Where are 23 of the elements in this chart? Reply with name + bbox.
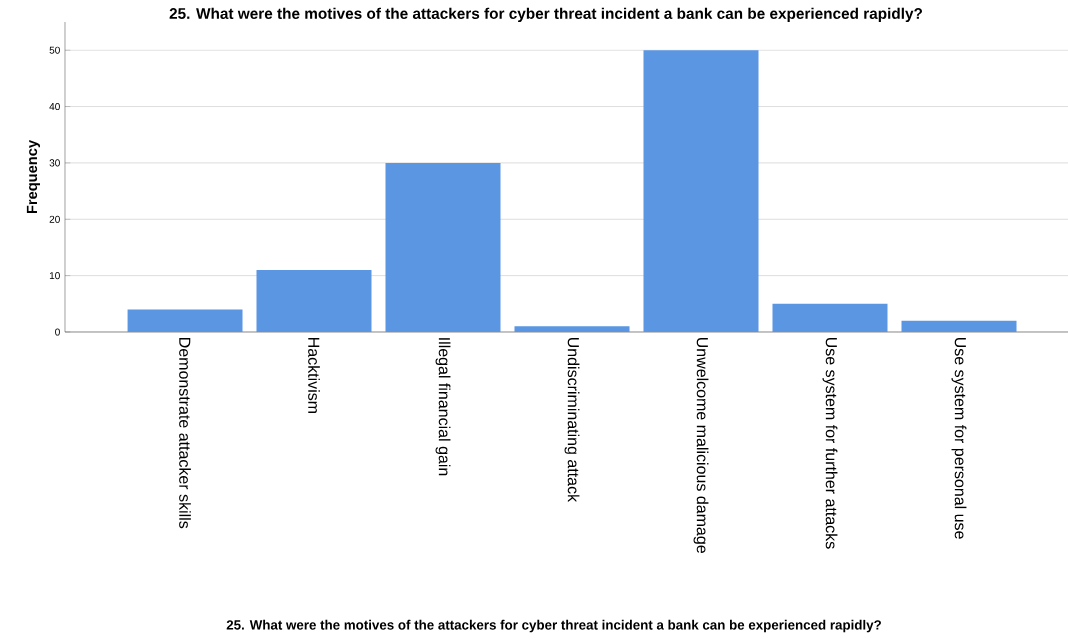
bar <box>901 320 1017 332</box>
x-tick-label: Unwelcome malicious damage <box>693 337 709 553</box>
y-axis-title: Frequency <box>26 140 40 214</box>
bar <box>514 326 630 332</box>
x-tick-label: Undiscriminating attack <box>564 337 580 503</box>
y-tick-label: 10 <box>49 272 60 280</box>
text: 25. What were the motives of the attackers for cyber threat incident a bank can be experienced rapidly? <box>226 619 881 633</box>
chart-title: 25. What were the motives of the attackers for cyber threat incident a bank can be experienced rapidly? <box>169 7 922 22</box>
bar <box>256 270 372 332</box>
y-tick-label: 0 <box>55 328 60 336</box>
x-tick-label: Use system for further attacks <box>822 337 838 549</box>
y-tick-label: 50 <box>49 46 60 54</box>
bar <box>772 303 888 332</box>
y-tick-label: 40 <box>49 103 60 111</box>
bar <box>385 162 501 332</box>
x-tick-label: Hacktivism <box>308 338 320 413</box>
x-tick-label: Demonstrate attacker skills <box>179 338 191 529</box>
y-tick-label: 30 <box>49 159 60 167</box>
y-tick-label: 20 <box>49 215 60 223</box>
bar <box>127 309 243 332</box>
x-tick-label: Illegal financial gain <box>435 338 451 476</box>
x-tick-label: Use system for personal use <box>951 337 967 539</box>
bar <box>643 50 759 332</box>
